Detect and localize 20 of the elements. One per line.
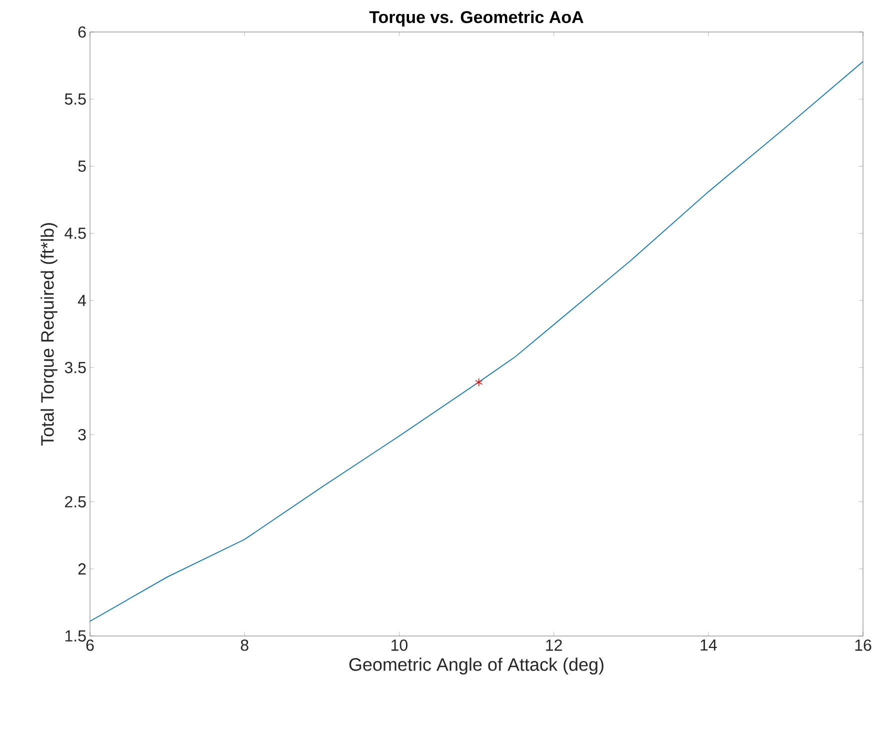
y-tick-label: 1.5 bbox=[65, 630, 86, 642]
y-tick-label: 4 bbox=[78, 294, 86, 306]
line-series bbox=[90, 61, 864, 622]
x-tick-label: 14 bbox=[700, 640, 717, 651]
x-tick-label: 10 bbox=[392, 640, 408, 651]
y-tick-label: 5.5 bbox=[64, 94, 86, 105]
x-tick-label: 6 bbox=[86, 640, 94, 651]
y-tick-label: 2 bbox=[78, 563, 86, 574]
y-tick-label: 5 bbox=[78, 160, 86, 172]
y-axis-title: Total Torque Required (ft*lb) bbox=[40, 223, 58, 446]
y-tick-label: 3.5 bbox=[64, 362, 86, 374]
y-tick-label: 4.5 bbox=[64, 228, 86, 239]
y-tick-label: 2.5 bbox=[65, 496, 86, 508]
x-tick-label: 12 bbox=[546, 640, 562, 651]
chart-title: Torque vs. Geometric AoA bbox=[369, 10, 584, 26]
x-axis-title: Geometric Angle of Attack (deg) bbox=[349, 658, 604, 674]
x-tick-label: 8 bbox=[240, 640, 248, 651]
x-tick-label: 16 bbox=[855, 640, 872, 651]
y-tick-label: 6 bbox=[78, 26, 86, 38]
y-tick-label: 3 bbox=[78, 429, 86, 440]
